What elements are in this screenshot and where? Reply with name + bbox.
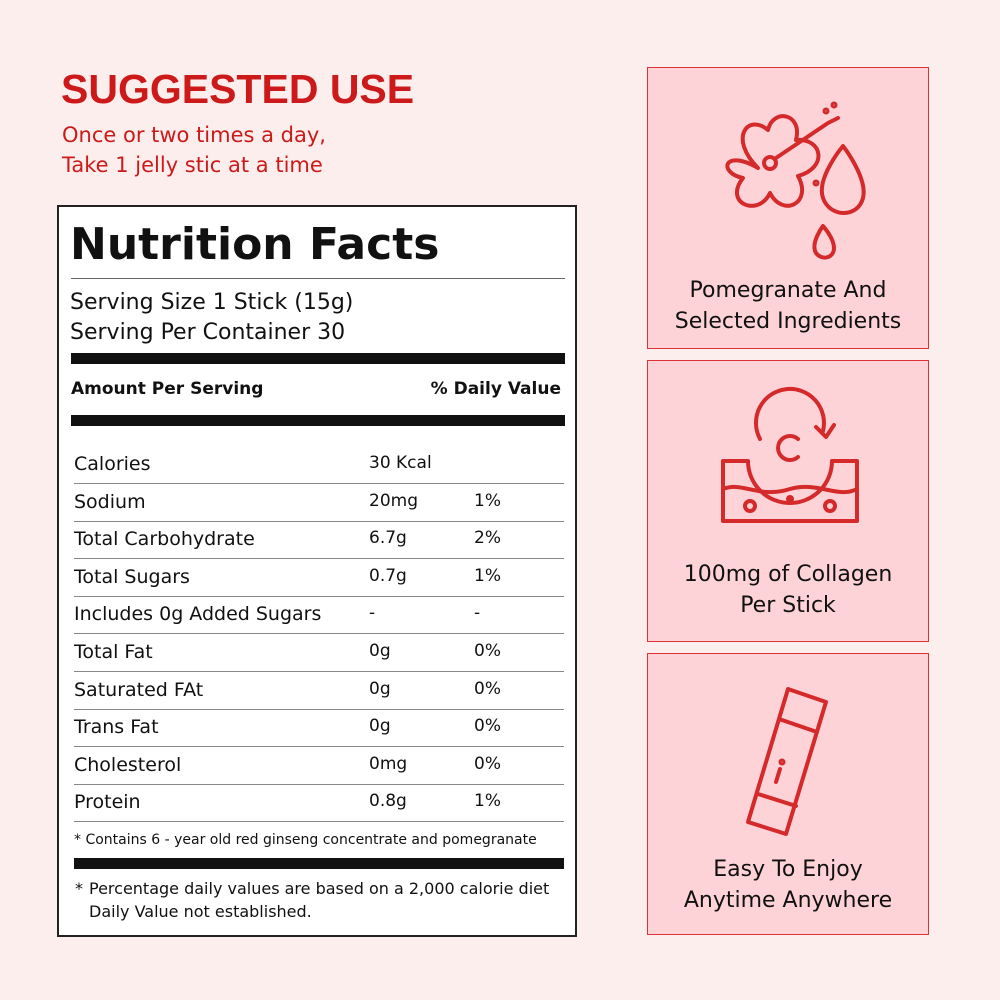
- row-divider: [74, 520, 564, 522]
- footnote: Percentage daily values are based on a 2…: [89, 879, 550, 898]
- row-divider: [74, 633, 564, 635]
- nutrient-name: Trans Fat: [74, 716, 159, 739]
- nutrient-name: Calories: [74, 453, 151, 475]
- row-divider: [74, 821, 564, 823]
- nutrient-dv: 0%: [474, 753, 501, 774]
- dv-header: % Daily Value: [430, 379, 561, 399]
- nutrient-name: Protein: [74, 791, 141, 814]
- row-divider: [74, 483, 564, 484]
- row-divider: [74, 558, 564, 560]
- usage-line: Once or two times a day,: [62, 123, 326, 147]
- feature-text: Easy To Enjoy: [713, 857, 863, 882]
- nutrient-dv: 0%: [474, 678, 501, 699]
- row-divider: [74, 671, 564, 672]
- nutrient-dv: 2%: [474, 528, 501, 549]
- divider: [74, 858, 564, 869]
- nutrient-amount: 0g: [369, 641, 391, 661]
- nutrient-amount: 6.7g: [369, 528, 407, 549]
- nutrient-dv: -: [474, 603, 481, 624]
- nutrient-amount: 20mg: [369, 490, 418, 511]
- feature-text: Selected Ingredients: [674, 309, 902, 334]
- row-divider: [74, 595, 564, 597]
- divider: [71, 278, 565, 279]
- nutrient-name: Total Sugars: [74, 565, 190, 588]
- nutrient-name: Total Carbohydrate: [74, 528, 255, 551]
- nutrition-label: Nutrition Facts Serving Size 1 Stick (15…: [57, 205, 577, 937]
- feature-text: 100mg of Collagen: [683, 562, 893, 587]
- row-divider: [74, 708, 564, 710]
- nutrient-dv: 0%: [474, 716, 501, 737]
- feature-text: Anytime Anywhere: [683, 888, 893, 913]
- serving-size: Serving Size 1 Stick (15g): [70, 290, 354, 315]
- nutrient-name: Saturated FAt: [74, 678, 204, 701]
- collagen-icon: [721, 386, 859, 523]
- nutrient-dv: 1%: [474, 490, 501, 511]
- stick-icon: [746, 687, 828, 836]
- servings: Serving Per Container 30: [70, 320, 346, 345]
- nutrient-amount: 0g: [369, 678, 391, 699]
- nutrient-dv: 1%: [474, 791, 501, 812]
- nutrition-title: Nutrition Facts: [70, 219, 440, 270]
- usage-line: Take 1 jelly stic at a time: [62, 153, 323, 177]
- divider: [71, 415, 565, 426]
- feature-card: 100mg of Collagen Per Stick: [647, 360, 929, 642]
- nutrient-dv: 1%: [474, 565, 501, 586]
- row-divider: [74, 783, 564, 785]
- divider: [71, 353, 565, 364]
- pomegranate-icon: [725, 101, 866, 260]
- nutrient-dv: 0%: [474, 641, 501, 661]
- footnote-mark: *: [75, 879, 83, 898]
- amount-header: Amount Per Serving: [71, 379, 264, 399]
- nutrient-amount: 30 Kcal: [369, 453, 432, 473]
- nutrient-name: Cholesterol: [74, 753, 182, 776]
- nutrient-name: Total Fat: [74, 641, 153, 663]
- nutrient-amount: 0g: [369, 716, 391, 737]
- ingredient-note: * Contains 6 - year old red ginseng conc…: [74, 832, 537, 848]
- nutrient-name: Includes 0g Added Sugars: [74, 603, 322, 626]
- nutrient-name: Sodium: [74, 490, 146, 513]
- feature-card: Pomegranate And Selected Ingredients: [647, 67, 929, 349]
- row-divider: [74, 746, 564, 748]
- nutrient-amount: -: [369, 603, 376, 624]
- footnote: Daily Value not established.: [89, 902, 312, 921]
- feature-text: Pomegranate And: [689, 278, 887, 303]
- feature-text: Per Stick: [740, 593, 836, 618]
- nutrient-amount: 0.7g: [369, 565, 407, 586]
- feature-card: Easy To Enjoy Anytime Anywhere: [647, 653, 929, 935]
- nutrient-amount: 0.8g: [369, 791, 407, 812]
- nutrient-amount: 0mg: [369, 753, 408, 774]
- section-title: SUGGESTED USE: [61, 66, 415, 112]
